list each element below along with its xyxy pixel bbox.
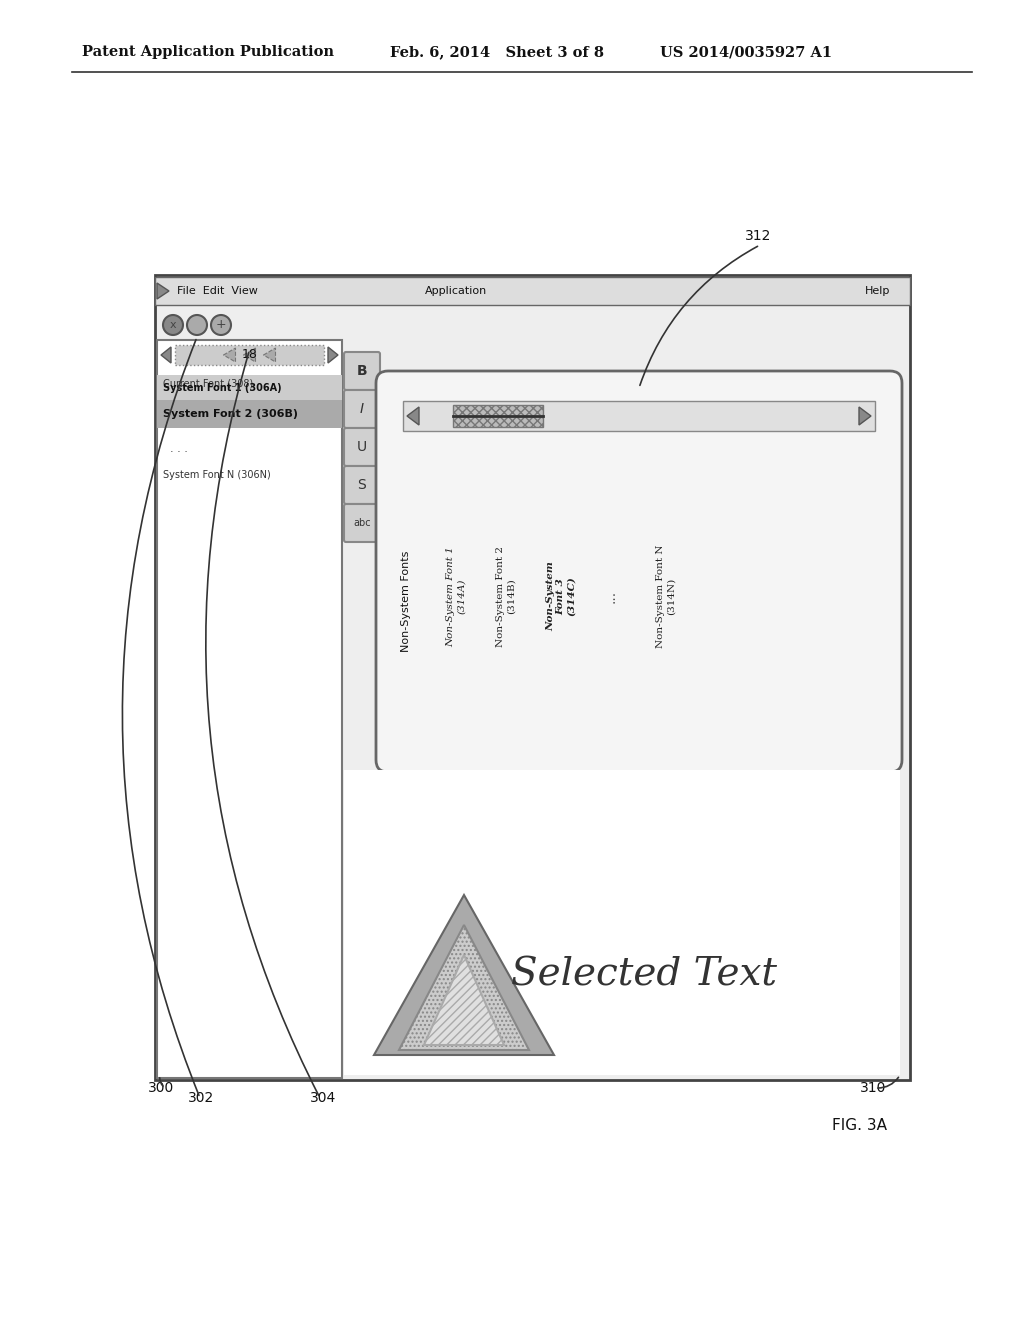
Polygon shape — [328, 347, 338, 363]
Text: 300: 300 — [148, 1081, 174, 1096]
FancyBboxPatch shape — [344, 504, 380, 543]
Circle shape — [187, 315, 207, 335]
Text: Current Font (308): Current Font (308) — [163, 378, 253, 388]
FancyBboxPatch shape — [376, 371, 902, 772]
Bar — [155, 277, 910, 305]
Text: I: I — [360, 403, 365, 416]
Text: S: S — [357, 478, 367, 492]
Bar — [157, 341, 342, 1078]
Bar — [175, 345, 324, 366]
Polygon shape — [374, 895, 554, 1055]
Polygon shape — [161, 347, 171, 363]
Polygon shape — [424, 954, 504, 1045]
Text: Non-System Font N
(314N): Non-System Font N (314N) — [656, 545, 676, 648]
Text: 302: 302 — [188, 1092, 214, 1105]
Text: Patent Application Publication: Patent Application Publication — [82, 45, 334, 59]
Text: +: + — [216, 318, 226, 331]
Text: US 2014/0035927 A1: US 2014/0035927 A1 — [660, 45, 833, 59]
FancyBboxPatch shape — [344, 466, 380, 504]
Text: Help: Help — [865, 286, 891, 296]
Polygon shape — [399, 925, 529, 1049]
Bar — [403, 401, 874, 432]
Text: Feb. 6, 2014   Sheet 3 of 8: Feb. 6, 2014 Sheet 3 of 8 — [390, 45, 604, 59]
Text: 304: 304 — [310, 1092, 336, 1105]
Polygon shape — [157, 282, 169, 300]
Text: File  Edit  View: File Edit View — [177, 286, 258, 296]
Text: System Font N (306N): System Font N (306N) — [163, 470, 270, 480]
Text: ...: ... — [604, 590, 618, 603]
Polygon shape — [223, 348, 236, 362]
Text: Non-System Font 1
(314A): Non-System Font 1 (314A) — [446, 546, 466, 647]
Bar — [155, 275, 910, 1080]
Text: abc: abc — [353, 517, 371, 528]
Text: FIG. 3A: FIG. 3A — [833, 1118, 888, 1133]
Bar — [344, 770, 900, 1074]
Polygon shape — [859, 407, 871, 425]
Text: U: U — [357, 440, 367, 454]
Text: Non-System
Font 3
(314C): Non-System Font 3 (314C) — [546, 561, 575, 631]
Text: B: B — [356, 364, 368, 378]
FancyBboxPatch shape — [344, 428, 380, 466]
Circle shape — [211, 315, 231, 335]
Text: System Font 2 (306B): System Font 2 (306B) — [163, 409, 298, 418]
Text: Application: Application — [425, 286, 487, 296]
Polygon shape — [407, 407, 419, 425]
Bar — [157, 375, 342, 401]
Circle shape — [163, 315, 183, 335]
Polygon shape — [244, 348, 256, 362]
Text: System Font 1 (306A): System Font 1 (306A) — [163, 383, 282, 393]
Bar — [453, 405, 543, 426]
FancyBboxPatch shape — [344, 389, 380, 428]
FancyBboxPatch shape — [344, 352, 380, 389]
Text: Selected Text: Selected Text — [511, 957, 777, 994]
Text: x: x — [170, 319, 176, 330]
Bar — [157, 400, 342, 428]
Text: . . .: . . . — [163, 444, 187, 454]
Text: 310: 310 — [860, 1081, 887, 1096]
Polygon shape — [263, 348, 275, 362]
Text: Non-System Fonts: Non-System Fonts — [401, 550, 411, 652]
Text: 18: 18 — [242, 348, 257, 362]
Text: 312: 312 — [745, 228, 771, 243]
Text: Non-System Font 2
(314B): Non-System Font 2 (314B) — [497, 546, 516, 647]
